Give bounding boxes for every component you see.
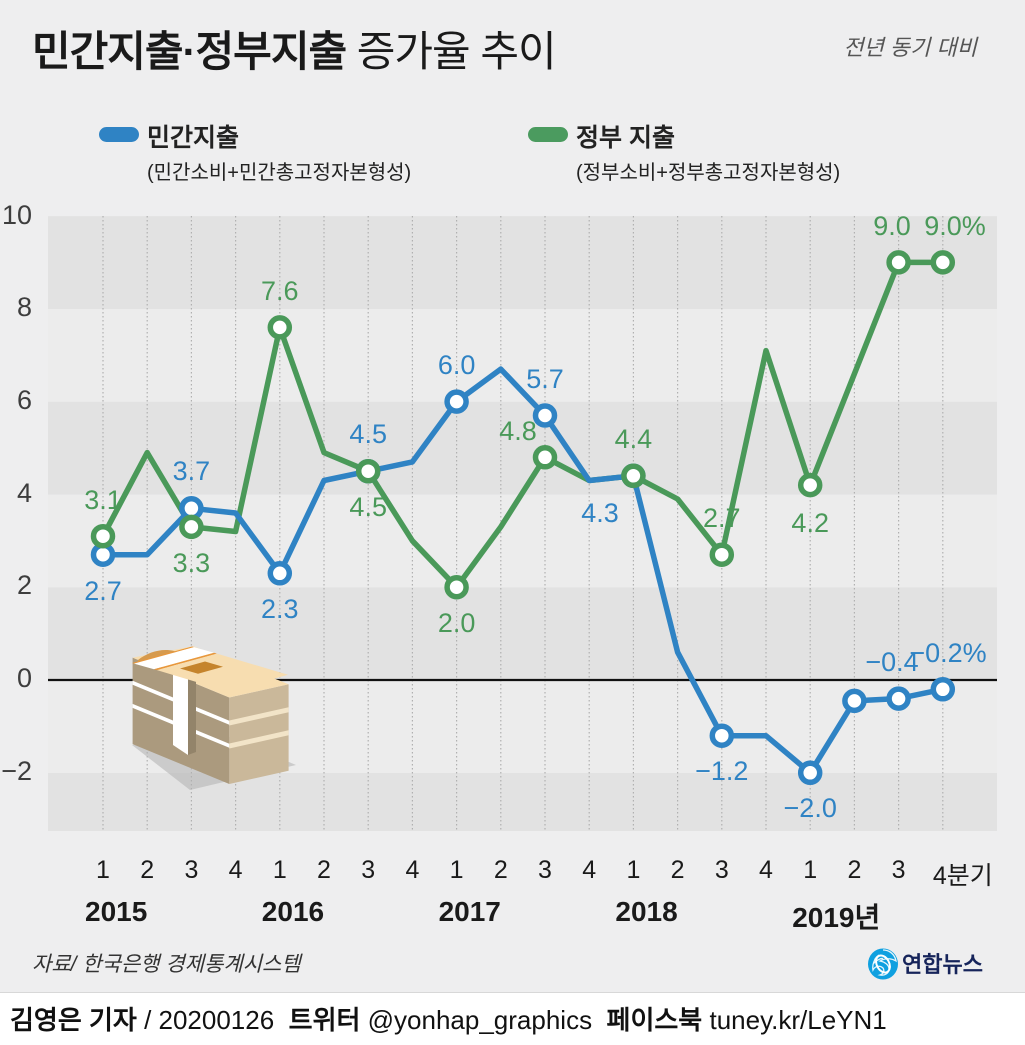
svg-text:4.8: 4.8 — [499, 416, 537, 446]
svg-text:3.1: 3.1 — [84, 485, 122, 515]
svg-text:연합뉴스: 연합뉴스 — [902, 952, 983, 977]
svg-text:−1.2: −1.2 — [695, 756, 748, 786]
svg-text:9.0%: 9.0% — [924, 211, 986, 241]
svg-text:5.7: 5.7 — [526, 364, 564, 394]
svg-text:2.7: 2.7 — [84, 576, 122, 606]
svg-text:2.7: 2.7 — [703, 503, 741, 533]
svg-text:4.3: 4.3 — [581, 498, 619, 528]
svg-text:6: 6 — [17, 385, 32, 415]
svg-text:3.7: 3.7 — [173, 456, 211, 486]
svg-text:4.5: 4.5 — [349, 419, 387, 449]
svg-text:7.6: 7.6 — [261, 276, 299, 306]
svg-text:2: 2 — [17, 570, 32, 600]
svg-text:−2.0: −2.0 — [784, 793, 837, 823]
svg-text:0: 0 — [17, 663, 32, 693]
svg-text:4.2: 4.2 — [791, 508, 829, 538]
svg-text:4: 4 — [17, 478, 32, 508]
svg-text:−2: −2 — [1, 756, 32, 786]
svg-text:4.5: 4.5 — [349, 492, 387, 522]
svg-text:6.0: 6.0 — [438, 350, 476, 380]
svg-text:9.0: 9.0 — [873, 211, 911, 241]
svg-text:10: 10 — [2, 200, 32, 230]
svg-text:2.0: 2.0 — [438, 608, 476, 638]
svg-text:4.4: 4.4 — [615, 424, 653, 454]
svg-text:3.3: 3.3 — [173, 548, 211, 578]
svg-text:8: 8 — [17, 292, 32, 322]
svg-text:2.3: 2.3 — [261, 594, 299, 624]
svg-text:−0.2%: −0.2% — [909, 638, 986, 668]
